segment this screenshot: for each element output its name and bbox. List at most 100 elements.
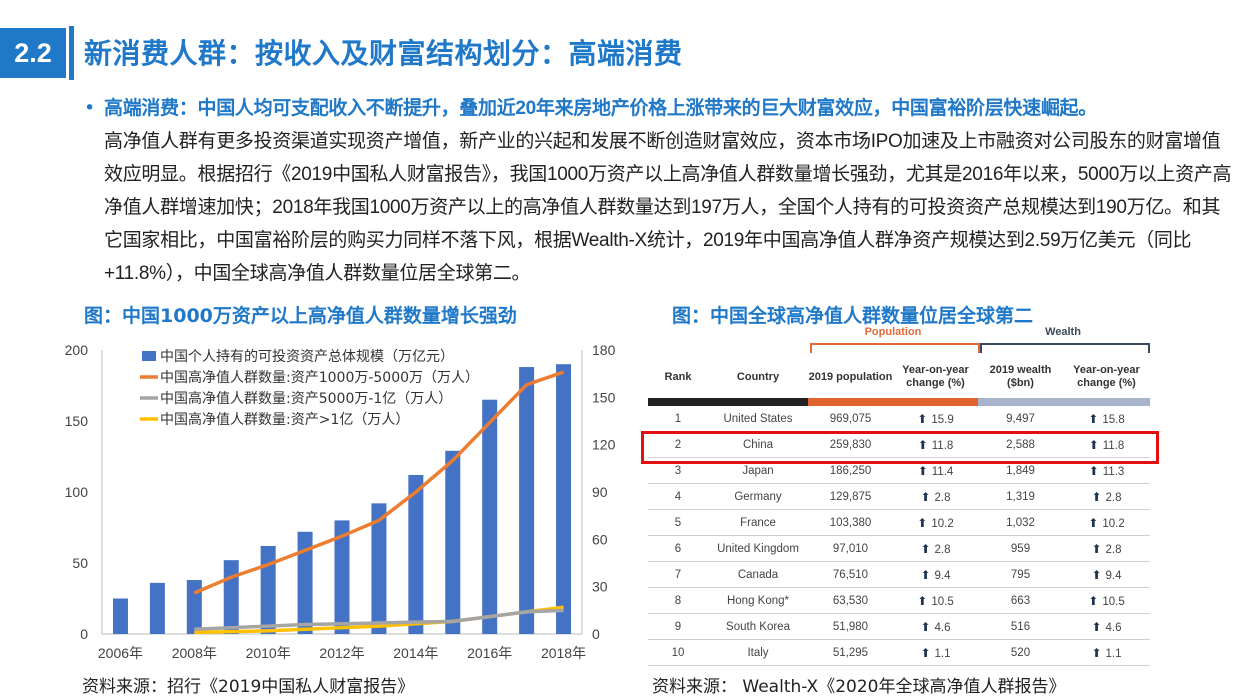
table-row: 5 France 103,380 ⬆ 10.2 1,032 ⬆ 10.2 [648,509,1150,536]
change-cell: ⬆ 2.8 [893,535,978,562]
table-cell: 9 [648,613,708,640]
bar [445,450,461,634]
change-cell: ⬆ 9.4 [1063,561,1150,588]
left-tick-label: 150 [65,413,89,429]
legend-label: 中国高净值人群数量:资产>1亿（万人） [160,411,409,428]
x-tick-label: 2008年 [172,645,217,661]
table-cell: 969,075 [808,406,893,432]
up-arrow-icon: ⬆ [917,463,928,478]
bar [371,503,387,634]
left-source: 资料来源：招行《2019中国私人财富报告》 [82,677,415,697]
legend-swatch [142,351,156,361]
up-arrow-icon: ⬆ [920,489,931,504]
change-cell: ⬆ 11.8 [1063,431,1150,458]
change-cell: ⬆ 4.6 [1063,613,1150,640]
header-color-bar [648,398,1150,406]
up-arrow-icon: ⬆ [1088,593,1099,608]
table-cell: Italy [708,639,808,666]
left-tick-label: 200 [65,342,89,358]
table-cell: 1,032 [978,509,1063,536]
x-tick-label: 2016年 [467,645,512,661]
table-cell: 10 [648,639,708,666]
table-cell: 97,010 [808,535,893,562]
left-chart-caption: 图：中国1000万资产以上高净值人群数量增长强劲 [84,305,517,327]
up-arrow-icon: ⬆ [1091,619,1102,634]
table-cell: 6 [648,535,708,562]
right-tick-label: 90 [592,484,608,500]
table-cell: 5 [648,509,708,536]
wealth-x-table: Population Wealth Rank Country 2019 popula… [648,326,1150,666]
table-cell: 4 [648,483,708,510]
table-cell: South Korea [708,613,808,640]
table-row: 6 United Kingdom 97,010 ⬆ 2.8 959 ⬆ 2.8 [648,535,1150,562]
up-arrow-icon: ⬆ [1088,411,1099,426]
table-cell: 2 [648,431,708,458]
up-arrow-icon: ⬆ [920,567,931,582]
bar [149,582,165,634]
x-tick-label: 2012年 [319,645,364,661]
section-number: 2.2 [0,28,66,78]
bar [260,545,276,634]
page-title: 新消费人群：按收入及财富结构划分：高端消费 [84,37,683,70]
table-row: 1 United States 969,075 ⬆ 15.9 9,497 ⬆ 15.8 [648,406,1150,432]
table-cell: 76,510 [808,561,893,588]
series-line [194,608,564,632]
change-cell: ⬆ 15.9 [893,406,978,432]
change-cell: ⬆ 10.2 [893,509,978,536]
lead-text: 高端消费：中国人均可支配收入不断提升，叠加近20年来房地产价格上涨带来的巨大财富… [104,98,1097,119]
table-cell: 959 [978,535,1063,562]
change-cell: ⬆ 10.5 [1063,587,1150,614]
bar [186,580,202,634]
table-row: 9 South Korea 51,980 ⬆ 4.6 516 ⬆ 4.6 [648,613,1150,640]
column-header: Rank [664,370,692,383]
body-text: 高净值人群有更多投资渠道实现资产增值，新产业的兴起和发展不断创造财富效应，资本市… [104,131,1232,284]
right-source: 资料来源： Wealth-X《2020年全球高净值人群报告》 [652,677,1066,697]
body-paragraph: 高端消费：中国人均可支配收入不断提升，叠加近20年来房地产价格上涨带来的巨大财富… [104,92,1236,290]
table-cell: United States [708,406,808,432]
table-row: 4 Germany 129,875 ⬆ 2.8 1,319 ⬆ 2.8 [648,483,1150,510]
table-cell: France [708,509,808,536]
table-cell: 51,980 [808,613,893,640]
table-cell: 516 [978,613,1063,640]
table-cell: 7 [648,561,708,588]
table-cell: Canada [708,561,808,588]
up-arrow-icon: ⬆ [920,645,931,660]
x-tick-label: 2018年 [541,645,586,661]
bar [519,367,535,634]
change-cell: ⬆ 9.4 [893,561,978,588]
table-cell: China [708,431,808,458]
table-cell: 1 [648,406,708,432]
up-arrow-icon: ⬆ [917,515,928,530]
x-tick-label: 2014年 [393,645,438,661]
table-row: 8 Hong Kong* 63,530 ⬆ 10.5 663 ⬆ 10.5 [648,587,1150,614]
legend-label: 中国高净值人群数量:资产1000万-5000万（万人） [160,369,479,386]
bullet-icon: • [84,97,96,119]
right-tick-label: 150 [592,389,616,405]
up-arrow-icon: ⬆ [1088,437,1099,452]
bar [297,531,313,634]
table-cell: 795 [978,561,1063,588]
bar [482,399,498,634]
up-arrow-icon: ⬆ [917,437,928,452]
change-cell: ⬆ 2.8 [1063,535,1150,562]
left-tick-label: 0 [80,626,88,642]
change-cell: ⬆ 1.1 [893,639,978,666]
column-header: 2019 wealth ($bn) [989,364,1052,389]
right-tick-label: 180 [592,342,616,358]
table-cell: 2,588 [978,431,1063,458]
table-cell: Hong Kong* [708,587,808,614]
up-arrow-icon: ⬆ [920,619,931,634]
wealth-group-label: Wealth [1045,326,1081,338]
table-cell: Germany [708,483,808,510]
china-highlight-box [641,431,1159,464]
change-cell: ⬆ 15.8 [1063,406,1150,432]
change-cell: ⬆ 2.8 [1063,483,1150,510]
bar [334,520,350,634]
table-row: 10 Italy 51,295 ⬆ 1.1 520 ⬆ 1.1 [648,639,1150,666]
title-divider [69,26,74,80]
legend-label: 中国高净值人群数量:资产5000万-1亿（万人） [160,390,452,407]
change-cell: ⬆ 4.6 [893,613,978,640]
x-tick-label: 2010年 [246,645,291,661]
table-cell: 8 [648,587,708,614]
